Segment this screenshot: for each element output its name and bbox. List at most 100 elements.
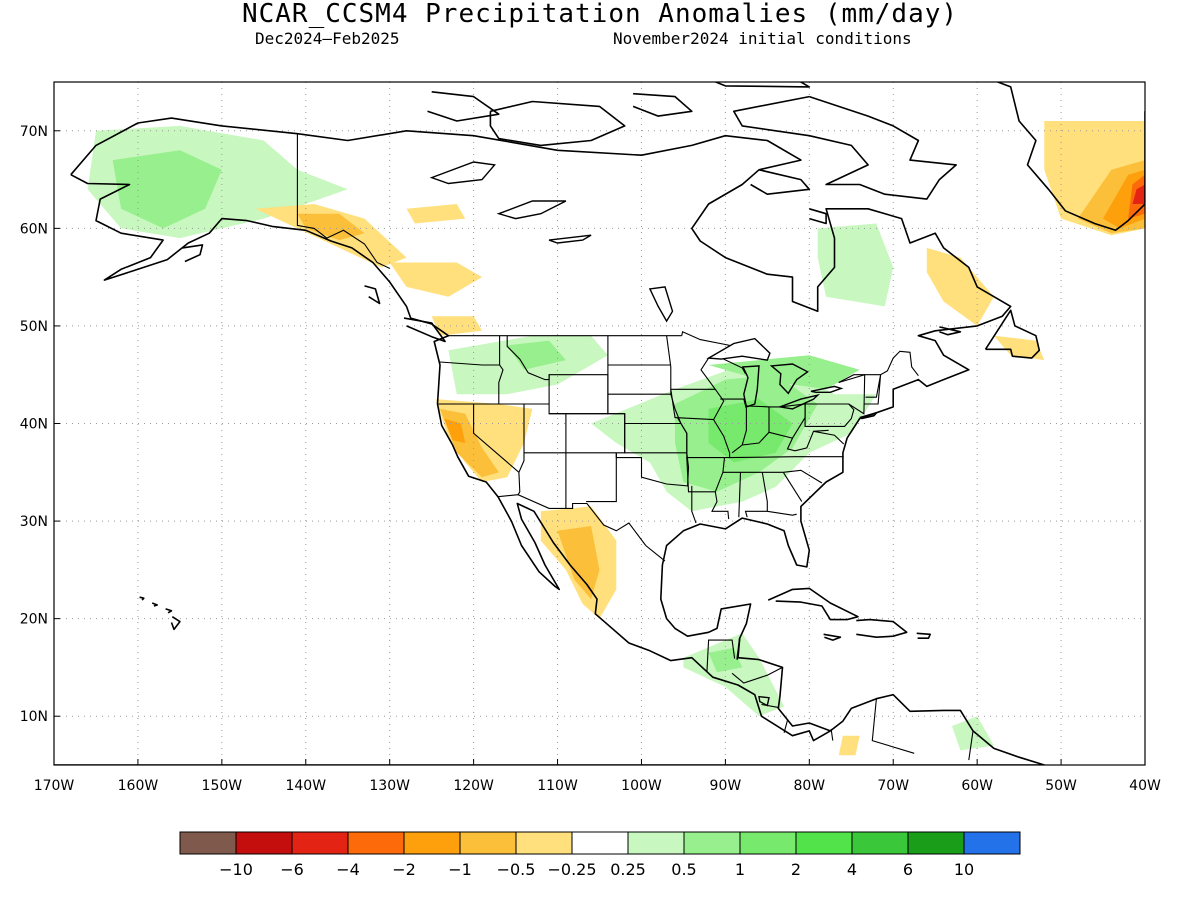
coastline-devon-island	[713, 82, 811, 88]
coastline-puerto-rico	[916, 632, 932, 640]
coastline-ellesmere-south	[709, 67, 827, 77]
lat-tick-label: 30N	[20, 514, 48, 530]
border-minnesota-wisconsin	[670, 357, 717, 390]
lon-tick-label: 160W	[118, 778, 159, 794]
lon-tick-label: 40W	[1129, 778, 1161, 794]
colorbar-label: 4	[847, 860, 857, 879]
border-lake-of-woods-to-superior	[681, 331, 730, 346]
colorbar-swatch	[851, 831, 909, 855]
coastline-hawaii-maui	[165, 608, 173, 614]
border-california-nevada	[473, 404, 520, 473]
coastline-banks-island	[427, 91, 500, 122]
colorbar-label: 10	[954, 860, 974, 879]
anomaly-ohio-valley-wet	[708, 399, 793, 463]
border-mexico-guatemala	[706, 639, 736, 673]
colorbar-label: −2	[392, 860, 416, 879]
lon-tick-label: 50W	[1045, 778, 1077, 794]
axis-ticks: 170W 160W 150W 140W 130W 120W 110W 100W 90W 80W 70…	[20, 124, 1161, 794]
colorbar-label: 2	[791, 860, 801, 879]
lon-tick-label: 60W	[961, 778, 993, 794]
colorbar-label: 1	[735, 860, 745, 879]
colorbar-label: −10	[219, 860, 253, 879]
coastline-hawaii-big	[170, 616, 181, 631]
colorbar-label: 0.25	[610, 860, 646, 879]
border-costa-rica-panama	[783, 719, 789, 733]
coastline-cuba	[767, 587, 859, 621]
border-new-mexico	[586, 452, 617, 503]
border-virginia-md	[813, 430, 845, 445]
border-st-lawrence-border	[838, 350, 919, 383]
colorbar: −10 −6 −4 −2 −1 −0.5 −0.25 0.25 0.5 1 2 4 6 10	[179, 831, 1021, 879]
coastline-hudson-bay-islands-east	[809, 208, 827, 225]
border-oklahoma	[615, 452, 690, 487]
border-panama-colombia	[830, 728, 834, 741]
border-idaho-east	[498, 335, 504, 404]
border-alaska-canada	[296, 133, 390, 269]
coastline-victoria-island	[489, 100, 626, 147]
colorbar-swatch	[627, 831, 685, 855]
border-us-mexico	[497, 494, 666, 562]
lon-tick-label: 150W	[202, 778, 243, 794]
lat-tick-label: 70N	[20, 124, 48, 140]
colorbar-label: 6	[903, 860, 913, 879]
border-arkansas-louisiana	[686, 457, 730, 520]
colorbar-swatch	[291, 831, 349, 855]
colorbar-label: −0.5	[497, 860, 536, 879]
coastline-baffin-island	[732, 95, 958, 200]
border-kentucky-tennessee	[729, 456, 844, 459]
border-texas-east	[691, 485, 697, 524]
colorbar-swatch	[515, 831, 573, 855]
colorbar-swatch	[739, 831, 797, 855]
lake-erie	[777, 393, 821, 410]
anomaly-bc-dry	[389, 262, 482, 297]
border-new-york	[811, 373, 866, 415]
coastline-southampton-island	[750, 169, 811, 195]
colorbar-swatch	[179, 831, 237, 855]
colorbar-label: −0.25	[547, 860, 596, 879]
coastline-vancouver-island	[403, 317, 446, 343]
colorbar-label: −1	[448, 860, 472, 879]
anomaly-colombia-dry	[838, 735, 860, 756]
lake-athabasca	[548, 234, 592, 244]
coastline-greenland	[995, 82, 1145, 232]
border-wisconsin-michigan	[723, 358, 746, 374]
border-mississippi-alabama	[738, 472, 742, 518]
colorbar-label: −6	[280, 860, 304, 879]
coastline-newfoundland	[984, 309, 1041, 359]
anomaly-labrador-dry	[926, 247, 994, 326]
lon-tick-label: 100W	[621, 778, 662, 794]
colorbar-swatch	[235, 831, 293, 855]
border-colombia-venezuela	[871, 698, 915, 754]
anomaly-alaska-wet-core	[112, 150, 222, 229]
lon-tick-label: 70W	[877, 778, 909, 794]
anomaly-yukon-dry	[406, 204, 466, 224]
lon-tick-label: 110W	[537, 778, 578, 794]
lake-superior	[706, 337, 771, 361]
coastline-prince-of-wales-somerset	[632, 92, 693, 117]
border-washington-south	[439, 361, 500, 366]
chart-title: NCAR_CCSM4 Precipitation Anomalies (mm/d…	[241, 0, 959, 29]
anomaly-quebec-wet	[817, 223, 894, 307]
political-borders	[296, 133, 974, 761]
lat-tick-label: 50N	[20, 319, 48, 335]
anomaly-calif-dry-max	[444, 418, 466, 443]
coastline-kodiak	[182, 244, 204, 263]
lat-tick-label: 60N	[20, 221, 48, 237]
border-georgia-florida	[767, 510, 797, 516]
initial-conditions: November2024 initial conditions	[613, 29, 912, 48]
lat-tick-label: 10N	[20, 709, 48, 725]
colorbar-swatch	[459, 831, 517, 855]
border-nevada-east	[518, 404, 525, 473]
coastline-hawaii-kauai	[139, 596, 145, 601]
colorbar-swatch	[683, 831, 741, 855]
lon-tick-label: 170W	[34, 778, 75, 794]
colorbar-label: −4	[336, 860, 360, 879]
coastline-hawaii-oahu	[151, 602, 158, 607]
border-montana-idaho	[506, 335, 550, 381]
colorbar-swatch	[403, 831, 461, 855]
lat-tick-label: 40N	[20, 417, 48, 433]
border-central-america-borders	[731, 666, 783, 684]
lon-tick-label: 130W	[369, 778, 410, 794]
coastline-hispaniola	[856, 618, 908, 639]
lake-michigan	[741, 365, 760, 408]
